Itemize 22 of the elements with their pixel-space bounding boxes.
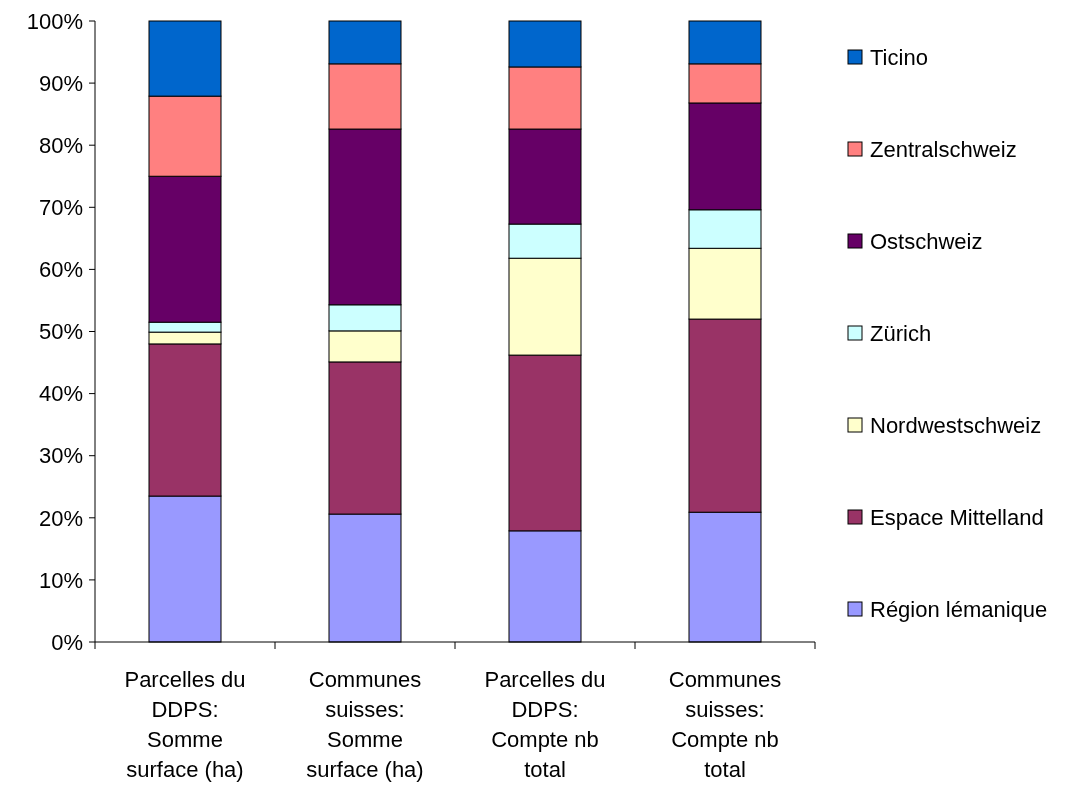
legend-label: Zürich — [870, 320, 932, 346]
y-tick-label: 50% — [38, 319, 83, 345]
legend-label: Espace Mittelland — [870, 504, 1044, 530]
x-tick-label: Communes suisses: Compte nb total — [668, 667, 782, 782]
y-tick-label: 80% — [38, 132, 83, 158]
legend-label: Ostschweiz — [870, 228, 983, 254]
y-tick-label: 60% — [38, 257, 83, 283]
legend-label: Région lémanique — [870, 596, 1048, 622]
y-tick-label: 90% — [38, 70, 83, 96]
legend-label: Ticino — [870, 44, 928, 70]
legend-label: Zentralschweiz — [870, 136, 1017, 162]
legend-label: Nordwestschweiz — [870, 412, 1042, 438]
y-tick-label: 20% — [38, 505, 83, 531]
y-tick-label: 40% — [38, 381, 83, 407]
x-tick-label: Parcelles du DDPS: Compte nb total — [484, 667, 606, 782]
x-tick-label: Communes suisses: Somme surface (ha) — [306, 667, 424, 782]
y-tick-label: 70% — [38, 195, 83, 220]
y-tick-label: 100% — [26, 8, 83, 34]
y-tick-label: 0% — [51, 629, 83, 655]
y-tick-label: 30% — [38, 443, 83, 469]
x-tick-label: Parcelles du DDPS: Somme surface (ha) — [124, 667, 246, 782]
y-tick-label: 10% — [38, 567, 83, 593]
